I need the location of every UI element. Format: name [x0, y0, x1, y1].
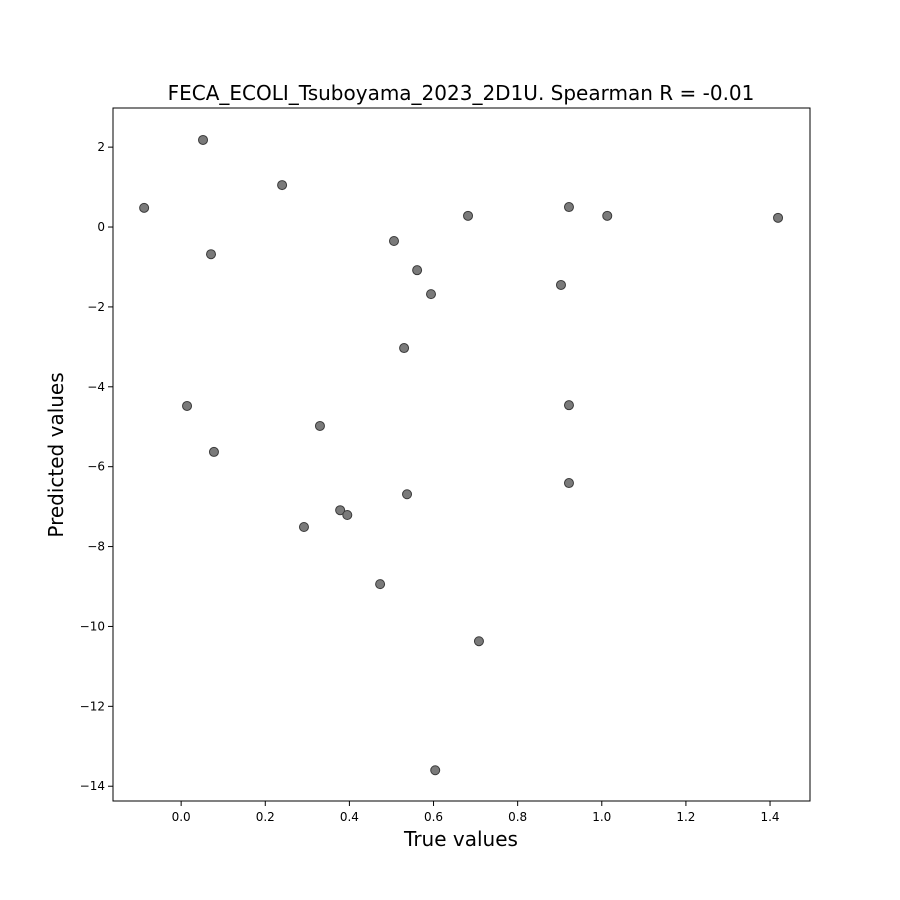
- x-tick-label: 0.0: [172, 810, 191, 824]
- point: [277, 180, 288, 191]
- point: [426, 289, 437, 300]
- x-tick-label: 0.2: [256, 810, 275, 824]
- chart-title: FECA_ECOLI_Tsuboyama_2023_2D1U. Spearman…: [168, 81, 755, 105]
- point: [375, 579, 386, 590]
- x-tick-label: 1.2: [676, 810, 695, 824]
- point: [563, 400, 574, 411]
- point: [182, 400, 193, 411]
- point: [388, 236, 399, 247]
- y-tick-label: −10: [80, 619, 105, 633]
- plot-frame: [112, 107, 811, 802]
- y-tick-label: −8: [87, 540, 105, 554]
- x-axis-label: True values: [403, 827, 518, 851]
- point: [402, 489, 413, 500]
- point: [298, 521, 309, 532]
- x-tick-label: 0.4: [340, 810, 359, 824]
- point: [602, 210, 613, 221]
- y-tick-label: 0: [97, 220, 105, 234]
- point: [563, 478, 574, 489]
- x-tick-label: 0.6: [424, 810, 443, 824]
- y-axis-label: Predicted values: [44, 372, 68, 537]
- point: [206, 249, 217, 260]
- x-tick-label: 1.0: [592, 810, 611, 824]
- x-tick-label: 0.8: [508, 810, 527, 824]
- point: [555, 279, 566, 290]
- point: [463, 210, 474, 221]
- point: [473, 636, 484, 647]
- point: [430, 765, 441, 776]
- y-tick-label: −6: [87, 460, 105, 474]
- y-tick-label: −12: [80, 699, 105, 713]
- y-tick-label: −2: [87, 300, 105, 314]
- point: [314, 420, 325, 431]
- point: [412, 265, 423, 276]
- point: [208, 446, 219, 457]
- y-tick-label: −4: [87, 380, 105, 394]
- point: [139, 202, 150, 213]
- point: [773, 212, 784, 223]
- y-tick-label: 2: [97, 140, 105, 154]
- point: [335, 505, 346, 516]
- y-tick-label: −14: [80, 779, 105, 793]
- point: [399, 343, 410, 354]
- x-tick-label: 1.4: [760, 810, 779, 824]
- point: [342, 510, 353, 521]
- point: [198, 134, 209, 145]
- point: [563, 202, 574, 213]
